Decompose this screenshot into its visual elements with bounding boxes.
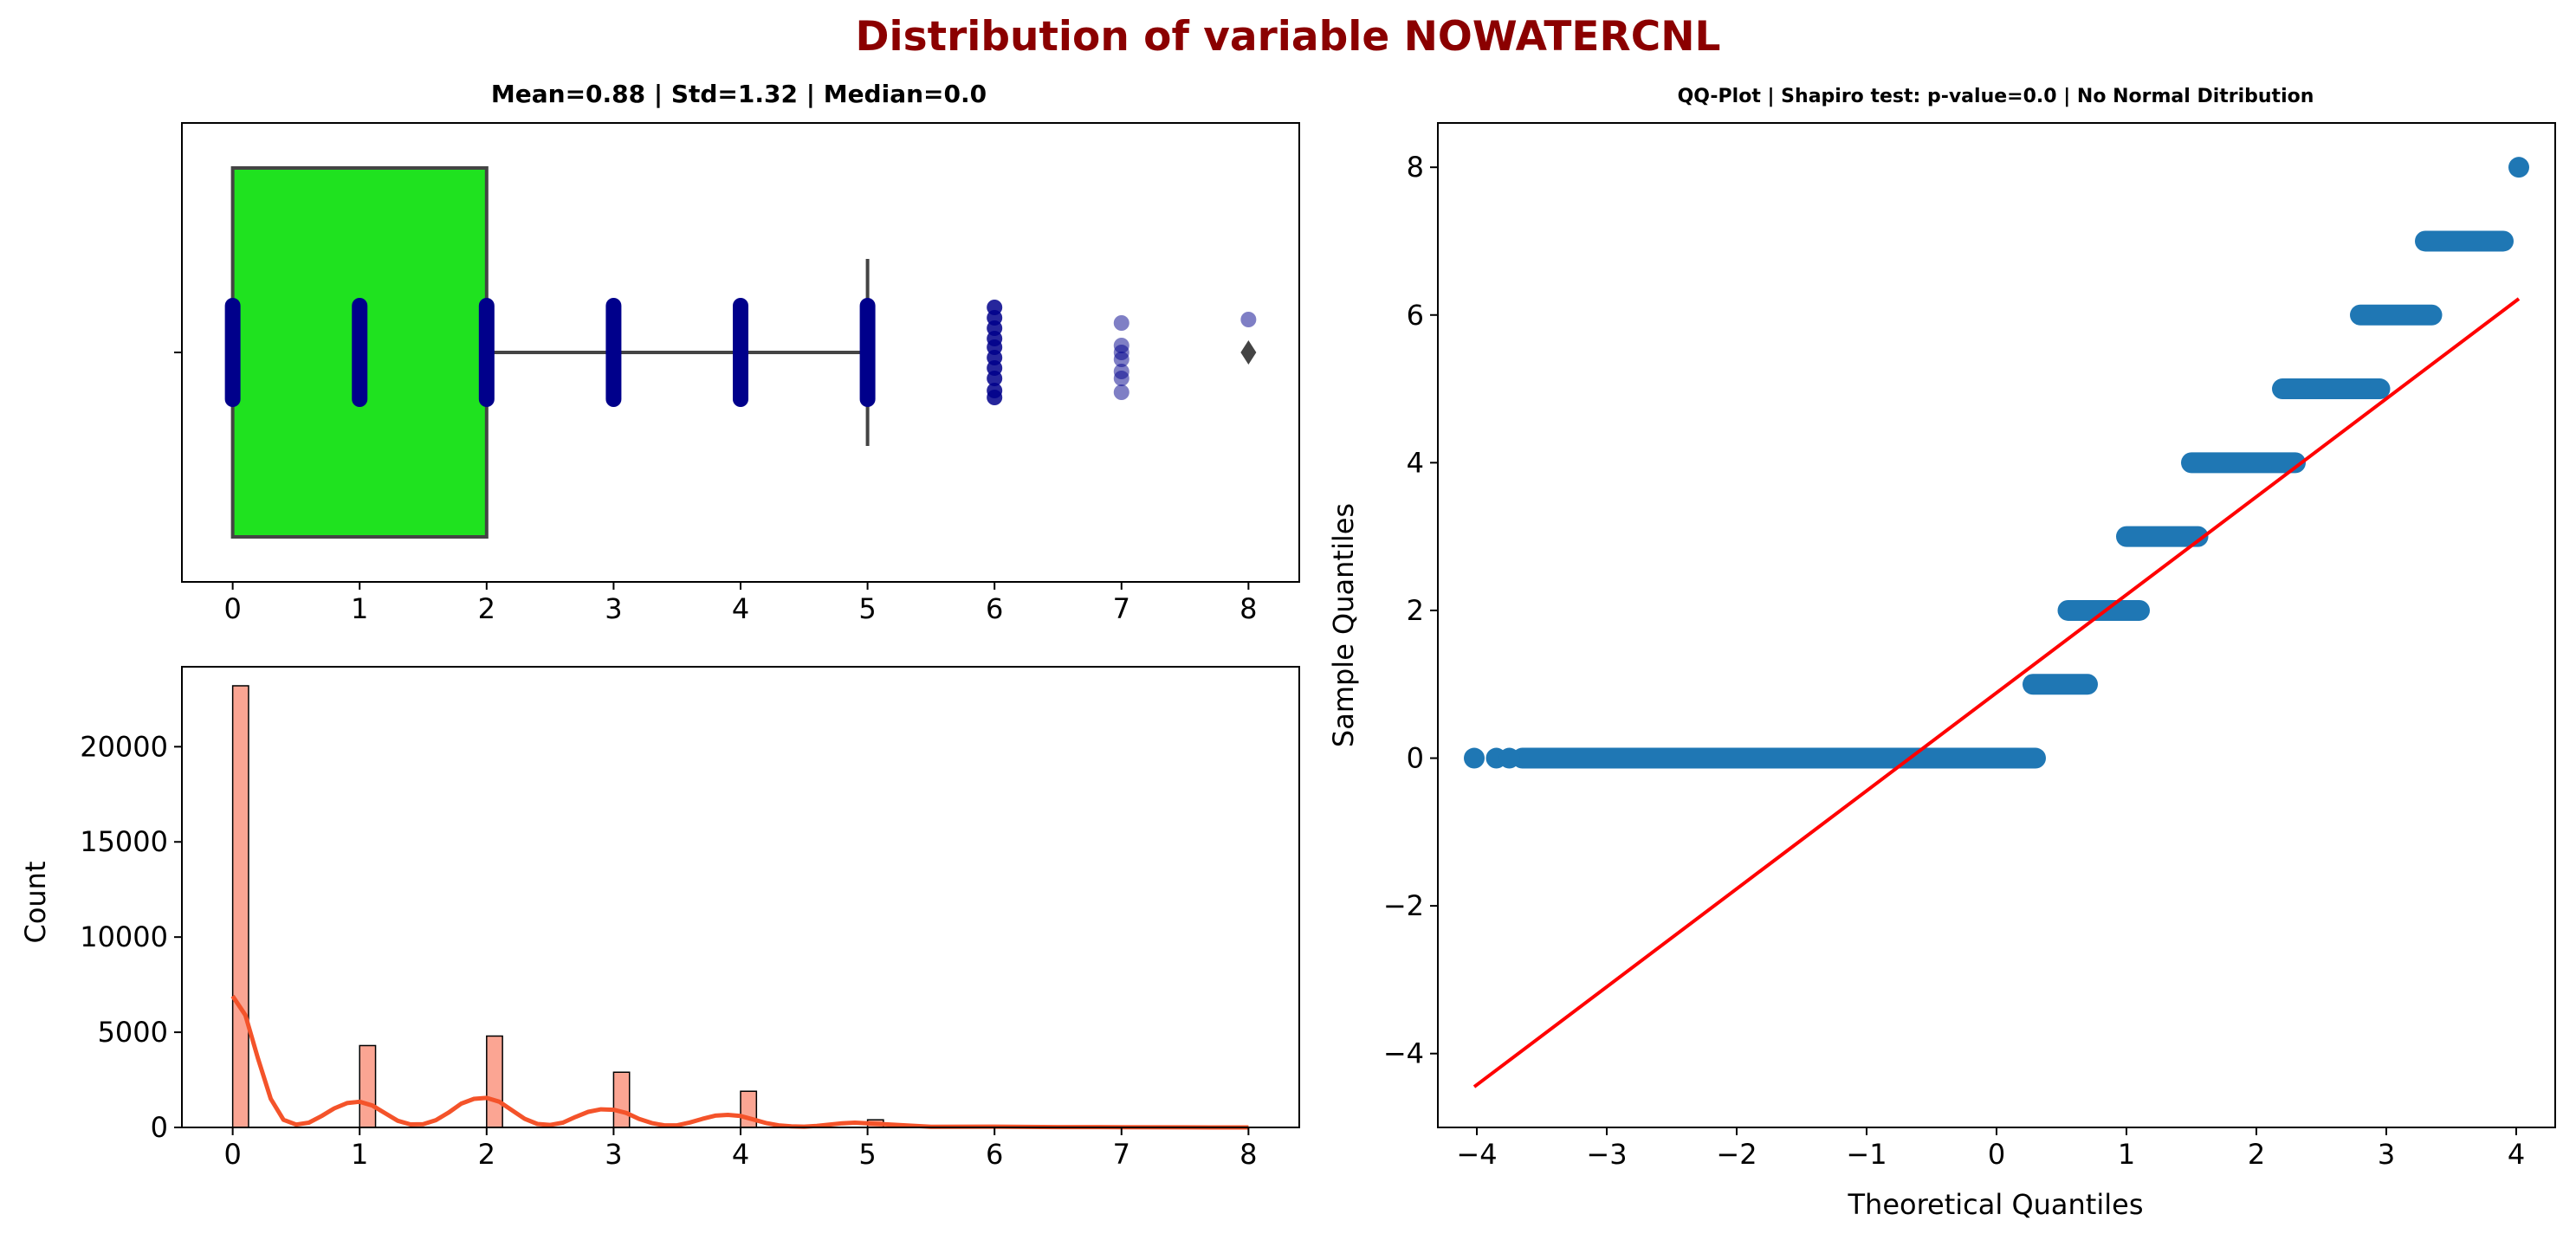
- qqplot-xtick-label: −3: [1586, 1138, 1627, 1171]
- boxplot-xtick-label: 5: [858, 592, 876, 625]
- qqplot-ytick-label: −2: [1383, 889, 1424, 922]
- histogram-bar: [359, 1044, 377, 1128]
- qqplot-ytick-label: 2: [1407, 594, 1424, 627]
- qqplot-axes: QQ-Plot | Shapiro test: p-value=0.0 | No…: [1327, 86, 2556, 1221]
- qqplot-ytick-label: 4: [1407, 446, 1424, 479]
- qqplot-xtick-label: −2: [1716, 1138, 1757, 1171]
- strip-point: [987, 371, 1003, 386]
- boxplot-xtick-label: 8: [1239, 592, 1257, 625]
- qqplot-xtick-label: 2: [2248, 1138, 2265, 1171]
- kde-line: [230, 994, 1249, 1130]
- histogram-ylabel: Count: [19, 861, 52, 943]
- strip-point: [1113, 315, 1129, 331]
- boxplot-xtick-label: 1: [351, 592, 368, 625]
- strip-point: [1113, 384, 1129, 400]
- histogram-xtick-label: 0: [223, 1138, 241, 1171]
- histogram-xtick-label: 4: [732, 1138, 749, 1171]
- histogram-ytick-label: 0: [151, 1111, 168, 1144]
- boxplot-title: Mean=0.88 | Std=1.32 | Median=0.0: [491, 80, 987, 108]
- histogram-xtick-label: 3: [605, 1138, 622, 1171]
- histogram-xtick-label: 7: [1113, 1138, 1130, 1171]
- qqplot-xtick-label: −4: [1456, 1138, 1497, 1171]
- strip-point: [1113, 371, 1129, 386]
- histogram-ytick-label: 20000: [80, 730, 168, 763]
- qq-point: [1464, 747, 1485, 769]
- histogram-bar: [231, 685, 249, 1128]
- qqplot-xtick-label: 4: [2508, 1138, 2525, 1171]
- qq-fit-line: [1472, 297, 2521, 1088]
- boxplot-xtick-label: 7: [1113, 592, 1130, 625]
- figure-title: Distribution of variable NOWATERCNL: [856, 13, 1721, 61]
- boxplot-xtick-label: 0: [223, 592, 241, 625]
- qqplot-ytick-label: 8: [1407, 151, 1424, 184]
- boxplot-xtick-label: 2: [478, 592, 495, 625]
- qqplot-xtick-label: 1: [2118, 1138, 2135, 1171]
- qqplot-xtick-label: −1: [1846, 1138, 1887, 1171]
- qqplot-xlabel: Theoretical Quantiles: [1848, 1188, 2144, 1221]
- qqplot-xtick-label: 0: [1988, 1138, 2005, 1171]
- qqplot-frame: [1437, 122, 2556, 1128]
- histogram-xtick-label: 1: [351, 1138, 368, 1171]
- boxplot-xtick-label: 6: [986, 592, 1003, 625]
- histogram-xtick-label: 8: [1239, 1138, 1257, 1171]
- qqplot-ylabel: Sample Quantiles: [1327, 503, 1360, 747]
- qq-point: [2508, 157, 2529, 178]
- qqplot-ytick-label: 0: [1407, 742, 1424, 775]
- qq-point: [1498, 747, 1520, 769]
- histogram-ytick-label: 15000: [80, 825, 168, 858]
- strip-point: [1240, 312, 1257, 327]
- boxplot-xtick-label: 3: [605, 592, 622, 625]
- histogram-bar: [486, 1035, 503, 1128]
- strip-point: [1113, 352, 1129, 367]
- histogram-xtick-label: 6: [986, 1138, 1003, 1171]
- histogram-ytick-label: 5000: [98, 1016, 168, 1049]
- histogram-bar: [612, 1071, 631, 1128]
- histogram-xtick-label: 2: [478, 1138, 495, 1171]
- histogram-bar: [740, 1090, 758, 1128]
- qqplot-title: QQ-Plot | Shapiro test: p-value=0.0 | No…: [1678, 86, 2314, 107]
- boxplot-axes: Mean=0.88 | Std=1.32 | Median=0.0 0 1 2 3 4 5…: [174, 80, 1300, 625]
- qqplot-ytick-label: −4: [1383, 1037, 1424, 1070]
- boxplot-xtick-label: 4: [732, 592, 749, 625]
- qqplot-ytick-label: 6: [1407, 299, 1424, 332]
- boxplot-outlier: [1240, 340, 1257, 365]
- histogram-axes: Count 0 1 2 3 4 5 6 7 8 0 5000 10000 15000 20000: [19, 666, 1300, 1171]
- histogram-frame: [181, 666, 1300, 1128]
- qqplot-xtick-label: 3: [2378, 1138, 2395, 1171]
- histogram-ytick-label: 10000: [80, 920, 168, 953]
- strip-point: [987, 390, 1003, 405]
- histogram-xtick-label: 5: [858, 1138, 876, 1171]
